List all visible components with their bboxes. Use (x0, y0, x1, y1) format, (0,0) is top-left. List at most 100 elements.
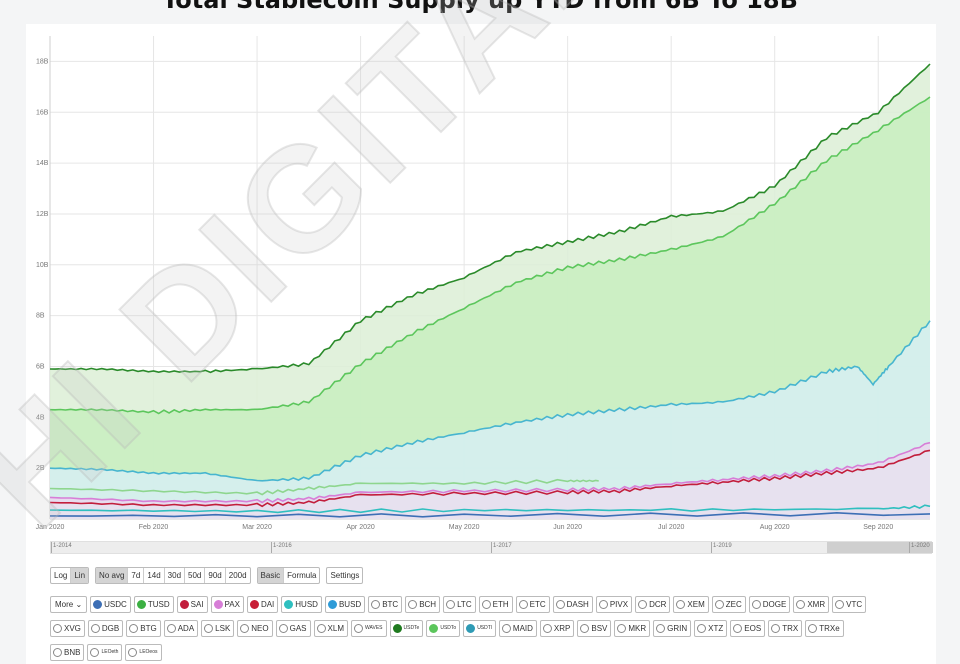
coin-toggle-ltc[interactable]: LTC (443, 596, 476, 613)
coin-checkbox-icon (53, 624, 62, 633)
coin-label: WAVES (364, 625, 383, 631)
coin-checkbox-icon (90, 648, 100, 657)
coin-label: DASH (566, 600, 589, 609)
coin-label: VTC (846, 600, 863, 609)
settings-button[interactable]: Settings (330, 571, 360, 580)
coin-toggle-dcr[interactable]: DCR (635, 596, 671, 613)
coin-toggle-gas[interactable]: GAS (275, 620, 311, 637)
log-button[interactable]: Log (51, 568, 72, 583)
coin-toggle-trxe[interactable]: TRXe (805, 620, 844, 637)
formula-button[interactable]: Formula (287, 571, 317, 580)
coin-checkbox-icon (808, 624, 818, 633)
coin-label: USDTl (477, 625, 492, 631)
coin-toggle-xmr[interactable]: XMR (793, 596, 830, 613)
coin-toggle-btc[interactable]: BTC (368, 596, 403, 613)
coin-checkbox-icon (518, 600, 528, 609)
coin-toggle-bsv[interactable]: BSV (577, 620, 612, 637)
y-tick-label: 10B (36, 262, 49, 269)
coin-label: PAX (224, 600, 240, 609)
coin-toggle-usdte[interactable]: USDTe (389, 620, 424, 637)
coin-toggle-mkr[interactable]: MKR (614, 620, 651, 637)
line-sai (49, 449, 931, 508)
x-tick-label: Feb 2020 (139, 524, 169, 531)
coin-label: USDTe (403, 625, 420, 631)
avg-14d-button[interactable]: 14d (144, 568, 165, 583)
coin-label: DGB (101, 624, 120, 633)
coin-checkbox-icon (179, 600, 189, 609)
no-avg-button[interactable]: No avg (96, 568, 129, 583)
coin-toggle-sai[interactable]: SAI (176, 596, 208, 613)
coin-toggle-lsk[interactable]: LSK (201, 620, 235, 637)
coin-toggle-neo[interactable]: NEO (237, 620, 273, 637)
coin-label: ADA (177, 624, 195, 633)
coin-toggle-dash[interactable]: DASH (552, 596, 593, 613)
coin-toggle-pivx[interactable]: PIVX (595, 596, 633, 613)
coin-toggle-xem[interactable]: XEM (673, 596, 709, 613)
basic-button[interactable]: Basic (257, 568, 285, 583)
coin-toggle-bch[interactable]: BCH (405, 596, 441, 613)
coin-toggle-dai[interactable]: DAI (246, 596, 279, 613)
y-tick-label: 8B (36, 313, 45, 320)
x-tick-label: Jan 2020 (36, 524, 65, 531)
avg-30d-button[interactable]: 30d (165, 568, 186, 583)
coin-toggle-zec[interactable]: ZEC (711, 596, 746, 613)
coin-label: NEO (251, 624, 269, 633)
coin-label: ETH (492, 600, 509, 609)
coin-toggle-waves[interactable]: WAVES (350, 620, 387, 637)
coin-toggle-dgb[interactable]: DGB (87, 620, 124, 637)
coin-toggle-husd[interactable]: HUSD (281, 596, 322, 613)
coin-toggle-ada[interactable]: ADA (163, 620, 199, 637)
coin-toggle-trx[interactable]: TRX (768, 620, 803, 637)
coin-toggle-eos[interactable]: EOS (730, 620, 766, 637)
coin-toggle-vtc[interactable]: VTC (832, 596, 867, 613)
time-navigator[interactable]: 1-2014 1-2016 1-2017 1-2019 1-2020 (50, 541, 933, 554)
coin-checkbox-icon (638, 600, 648, 609)
coin-toggle-tusd[interactable]: TUSD (133, 596, 174, 613)
coin-toggle-usdtl[interactable]: USDTl (463, 620, 496, 637)
navigator-selection[interactable] (827, 542, 933, 553)
coin-toggle-grin[interactable]: GRIN (653, 620, 692, 637)
coin-label: LEOeos (139, 649, 158, 655)
navigator-tick (909, 542, 910, 553)
coin-toggle-eth[interactable]: ETH (478, 596, 513, 613)
coin-toggle-busd[interactable]: BUSD (324, 596, 366, 613)
coin-checkbox-icon (90, 624, 100, 633)
coin-toggle-usdto[interactable]: USDTo (426, 620, 461, 637)
coin-checkbox-icon (371, 600, 381, 609)
coin-toggle-leoeth[interactable]: LEOeth (87, 644, 123, 661)
avg-90d-button[interactable]: 90d (205, 568, 226, 583)
coin-checkbox-icon (166, 624, 176, 633)
coin-checkbox-icon (249, 600, 259, 609)
avg-200d-button[interactable]: 200d (228, 571, 247, 580)
coin-toggle-bnb[interactable]: BNB (50, 644, 85, 661)
y-axis-ticks: 2B 4B 6B 8B 10B 12B 14B 16B 18B (36, 58, 49, 472)
coin-checkbox-icon (284, 600, 294, 609)
avg-7d-button[interactable]: 7d (128, 568, 145, 583)
coin-toggle-xvg[interactable]: XVG (50, 620, 85, 637)
coin-toggle-xtz[interactable]: XTZ (694, 620, 728, 637)
coin-toggle-doge[interactable]: DOGE (748, 596, 791, 613)
coin-toggle-xrp[interactable]: XRP (539, 620, 575, 637)
coin-checkbox-icon (598, 600, 608, 609)
coin-toggle-leoeos[interactable]: LEOeos (125, 644, 162, 661)
avg-50d-button[interactable]: 50d (185, 568, 206, 583)
coin-label: XTZ (708, 624, 724, 633)
coin-toggle-maid[interactable]: MAID (498, 620, 537, 637)
y-tick-label: 16B (36, 109, 49, 116)
area-sai (50, 450, 930, 519)
coin-toggle-xlm[interactable]: XLM (313, 620, 348, 637)
coin-toggle-usdc[interactable]: USDC (90, 596, 131, 613)
series-lines (49, 63, 931, 518)
coin-checkbox-icon (466, 624, 476, 633)
coin-toggle-btg[interactable]: BTG (126, 620, 161, 637)
line-usdt-erc20 (49, 320, 931, 482)
coin-toggle-pax[interactable]: PAX (210, 596, 244, 613)
more-select[interactable]: More ⌄ (50, 596, 88, 613)
coin-checkbox-icon (446, 600, 456, 609)
coin-label: DOGE (762, 600, 787, 609)
coin-toggle-etc[interactable]: ETC (515, 596, 550, 613)
lin-button[interactable]: Lin (71, 568, 89, 583)
coin-checkbox-icon (555, 600, 565, 609)
controls-row: Log Lin No avg 7d 14d 30d 50d 90d 200d B… (50, 567, 364, 584)
coin-label: XEM (687, 600, 705, 609)
